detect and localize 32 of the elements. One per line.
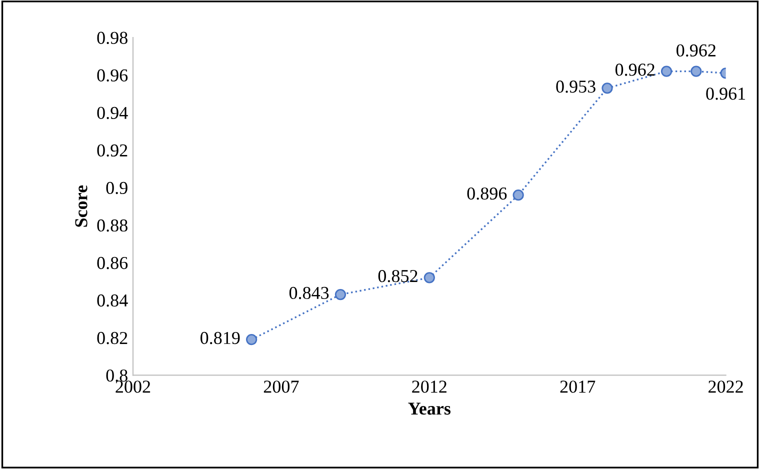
point [660, 66, 672, 77]
point [602, 82, 613, 94]
data-label: 0.896 [467, 187, 507, 200]
x-tick-label: 2002 [116, 380, 150, 393]
data-label: 0.843 [289, 286, 329, 300]
y-tick-label: 0.92 [97, 144, 128, 157]
data-label: 0.819 [200, 332, 240, 344]
data-label: 0.852 [378, 270, 418, 282]
x-tick-label: 2022 [708, 380, 743, 393]
point [246, 334, 258, 346]
data-label: 0.953 [556, 80, 596, 93]
x-tick-label: 2012 [412, 380, 446, 393]
y-tick-label: 0.86 [97, 256, 128, 270]
x-axis-title: Years [408, 402, 451, 415]
y-tick-label: 0.88 [97, 219, 128, 232]
y-tick-label: 0.8 [106, 369, 128, 382]
data-label: 0.962 [615, 64, 654, 76]
y-tick-label: 0.94 [97, 106, 128, 120]
data-label: 0.961 [706, 88, 746, 100]
y-tick-label: 0.96 [97, 69, 128, 82]
x-tick-label: 2007 [264, 380, 299, 393]
x-tick-label: 2017 [560, 380, 596, 393]
data-label: 0.962 [676, 44, 716, 57]
y-tick-label: 0.84 [97, 294, 128, 307]
point [690, 66, 702, 77]
y-tick-label: 0.82 [97, 332, 128, 344]
point [334, 288, 346, 300]
y-tick-label: 0.98 [97, 32, 128, 44]
y-tick-label: 0.9 [106, 182, 128, 194]
point [512, 190, 524, 201]
y-axis-title: Score [75, 185, 88, 227]
point [424, 272, 435, 284]
